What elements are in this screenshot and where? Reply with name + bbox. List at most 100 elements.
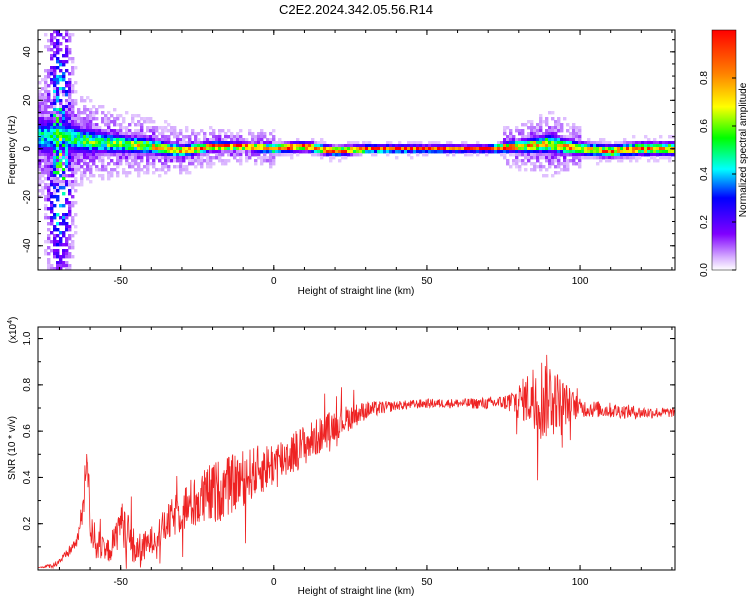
heatmap-cell xyxy=(614,147,618,151)
heatmap-cell xyxy=(86,114,90,118)
heatmap-cell xyxy=(509,132,513,136)
heatmap-cell xyxy=(44,138,48,142)
heatmap-cell xyxy=(149,153,153,157)
heatmap-cell xyxy=(602,144,606,148)
heatmap-cell xyxy=(56,138,60,142)
heatmap-cell xyxy=(53,72,57,76)
heatmap-cell xyxy=(110,135,114,139)
heatmap-cell xyxy=(47,96,51,100)
heatmap-cell xyxy=(515,147,519,151)
heatmap-cell xyxy=(95,165,99,169)
heatmap-cell xyxy=(518,153,522,157)
heatmap-cell xyxy=(41,93,45,97)
heatmap-cell xyxy=(41,120,45,124)
heatmap-cell xyxy=(119,144,123,148)
heatmap-cell xyxy=(59,156,63,160)
heatmap-cell xyxy=(86,96,90,100)
heatmap-cell xyxy=(56,132,60,136)
heatmap-cell xyxy=(314,147,318,151)
heatmap-cell xyxy=(62,255,66,259)
heatmap-cell xyxy=(53,30,57,34)
heatmap-cell xyxy=(53,81,57,85)
heatmap-cell xyxy=(296,144,300,148)
heatmap-cell xyxy=(68,126,72,130)
heatmap-cell xyxy=(119,162,123,166)
heatmap-cell xyxy=(110,153,114,157)
heatmap-cell xyxy=(416,144,420,148)
heatmap-cell xyxy=(50,57,54,61)
heatmap-cell xyxy=(278,150,282,154)
heatmap-cell xyxy=(518,159,522,163)
heatmap-cell xyxy=(65,69,69,73)
heatmap-cell xyxy=(167,138,171,142)
heatmap-cell xyxy=(164,162,168,166)
heatmap-cell xyxy=(662,141,666,145)
heatmap-cell xyxy=(542,165,546,169)
heatmap-cell xyxy=(218,156,222,160)
heatmap-cell xyxy=(224,162,228,166)
heatmap-cell xyxy=(80,141,84,145)
heatmap-cell xyxy=(164,120,168,124)
heatmap-cell xyxy=(518,141,522,145)
heatmap-cell xyxy=(263,159,267,163)
heatmap-cell xyxy=(47,267,51,270)
spectrogram-cells xyxy=(38,30,675,270)
heatmap-cell xyxy=(164,171,168,175)
heatmap-cell xyxy=(68,210,72,214)
heatmap-cell xyxy=(221,129,225,133)
heatmap-cell xyxy=(89,171,93,175)
heatmap-cell xyxy=(281,153,285,157)
heatmap-cell xyxy=(134,123,138,127)
heatmap-cell xyxy=(413,141,417,145)
heatmap-cell xyxy=(521,147,525,151)
heatmap-cell xyxy=(287,147,291,151)
heatmap-cell xyxy=(167,156,171,160)
heatmap-cell xyxy=(476,141,480,145)
heatmap-cell xyxy=(266,147,270,151)
heatmap-cell xyxy=(653,150,657,154)
heatmap-cell xyxy=(599,150,603,154)
heatmap-cell xyxy=(563,117,567,121)
heatmap-cell xyxy=(392,147,396,151)
heatmap-cell xyxy=(95,147,99,151)
heatmap-cell xyxy=(62,117,66,121)
heatmap-cell xyxy=(71,66,75,70)
heatmap-cell xyxy=(83,129,87,133)
snr-ylabel: SNR (10 * v/v) xyxy=(7,416,18,480)
heatmap-cell xyxy=(101,147,105,151)
heatmap-cell xyxy=(668,150,672,154)
heatmap-cell xyxy=(104,153,108,157)
heatmap-cell xyxy=(551,138,555,142)
heatmap-cell xyxy=(116,174,120,178)
heatmap-cell xyxy=(119,159,123,163)
heatmap-cell xyxy=(56,87,60,91)
heatmap-cell xyxy=(128,156,132,160)
heatmap-cell xyxy=(347,141,351,145)
heatmap-cell xyxy=(104,129,108,133)
heatmap-cell xyxy=(269,144,273,148)
heatmap-cell xyxy=(173,141,177,145)
heatmap-cell xyxy=(95,138,99,142)
heatmap-cell xyxy=(44,78,48,82)
heatmap-cell xyxy=(74,123,78,127)
colorbar-tick-label: 0.6 xyxy=(699,119,710,133)
heatmap-cell xyxy=(71,168,75,172)
heatmap-cell xyxy=(566,135,570,139)
heatmap-cell xyxy=(653,147,657,151)
heatmap-cell xyxy=(92,141,96,145)
heatmap-cell xyxy=(110,159,114,163)
heatmap-cell xyxy=(116,132,120,136)
heatmap-cell xyxy=(59,102,63,106)
heatmap-cell xyxy=(161,138,165,142)
heatmap-cell xyxy=(89,180,93,184)
heatmap-cell xyxy=(473,147,477,151)
heatmap-cell xyxy=(596,144,600,148)
heatmap-cell xyxy=(65,123,69,127)
heatmap-cell xyxy=(83,123,87,127)
heatmap-cell xyxy=(77,168,81,172)
heatmap-cell xyxy=(56,114,60,118)
heatmap-cell xyxy=(62,123,66,127)
heatmap-cell xyxy=(47,69,51,73)
heatmap-cell xyxy=(530,153,534,157)
